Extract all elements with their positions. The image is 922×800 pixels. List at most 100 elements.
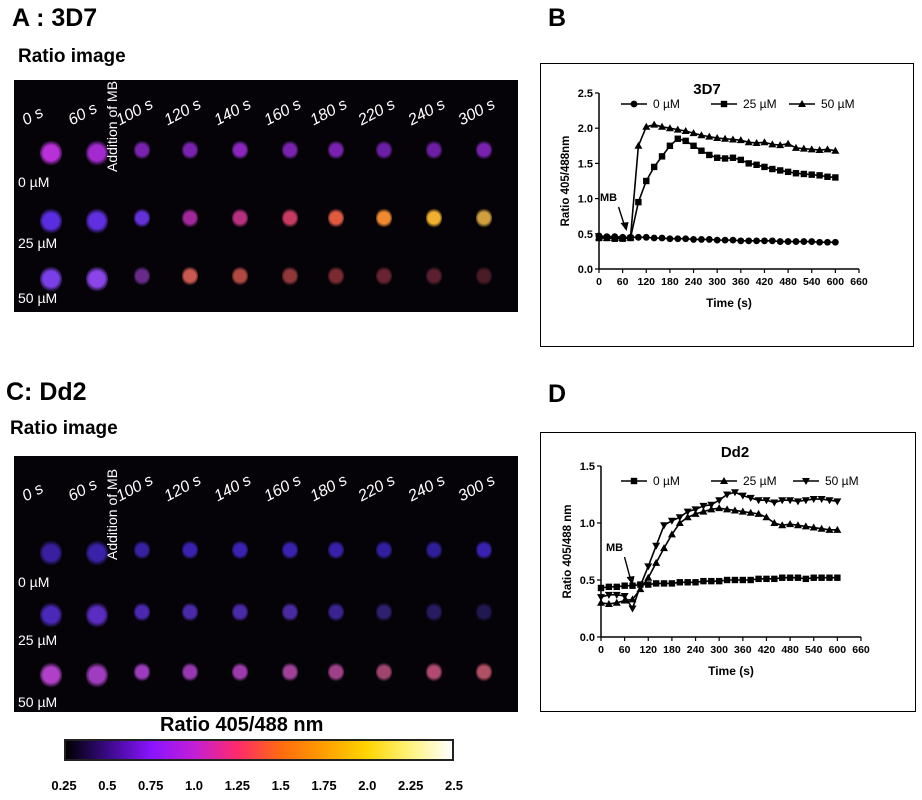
colorbar-tick: 0.25 <box>51 778 77 793</box>
mb-annotation: MB <box>606 542 623 554</box>
data-point <box>809 523 818 531</box>
data-point <box>737 156 745 164</box>
cell-image <box>328 266 344 286</box>
x-tick-label: 660 <box>850 276 868 288</box>
data-point <box>747 576 754 584</box>
data-point <box>675 519 684 526</box>
x-tick-label: 600 <box>827 276 845 288</box>
cell-image <box>282 266 298 286</box>
colorbar-tick: 2.5 <box>444 778 464 793</box>
cell-image <box>328 208 344 228</box>
data-point <box>698 236 705 243</box>
cell-image <box>86 662 108 688</box>
cell-image <box>134 208 150 228</box>
data-point <box>697 131 706 139</box>
data-point <box>660 544 669 552</box>
data-point <box>770 519 779 526</box>
cell-image <box>40 208 62 234</box>
data-point <box>801 497 810 505</box>
x-tick-label: 120 <box>640 644 658 656</box>
time-label: 220 s <box>355 471 399 506</box>
data-point <box>604 599 613 607</box>
cell-image <box>134 602 150 622</box>
data-point <box>824 238 831 246</box>
data-point <box>652 558 661 566</box>
data-point <box>690 236 697 243</box>
data-point <box>831 146 840 154</box>
data-point <box>802 575 810 583</box>
cell-image <box>86 266 108 292</box>
panel-a-subtitle: Ratio image <box>18 46 126 67</box>
x-tick-label: 300 <box>710 644 728 656</box>
data-point <box>808 171 815 178</box>
concentration-label: 50 µM <box>18 290 58 306</box>
panel-c-subtitle: Ratio image <box>10 418 118 439</box>
colorbar-tick: 1.25 <box>224 778 250 793</box>
data-point <box>674 135 681 142</box>
data-point <box>644 573 653 581</box>
data-point <box>779 574 786 581</box>
cell-image <box>182 266 198 286</box>
time-label: 60 s <box>65 475 101 506</box>
data-point <box>793 521 802 529</box>
colorbar-tick: 1.5 <box>271 778 290 793</box>
cell-image <box>476 602 492 622</box>
data-point <box>658 153 666 160</box>
data-point <box>692 579 699 586</box>
x-tick-label: 0 <box>598 644 604 656</box>
data-point <box>691 506 700 514</box>
time-label: 160 s <box>261 471 305 506</box>
y-tick-label: 0.5 <box>578 229 593 241</box>
data-point <box>808 238 816 245</box>
data-point <box>713 154 721 161</box>
data-point <box>777 167 784 174</box>
data-point <box>604 591 613 599</box>
time-label: 300 s <box>455 471 499 506</box>
x-tick-label: 360 <box>734 644 752 656</box>
data-point <box>682 137 689 145</box>
cell-image <box>40 602 62 628</box>
data-point <box>730 506 739 514</box>
data-point <box>618 234 627 242</box>
time-label: 60 s <box>65 99 101 130</box>
x-tick-label: 660 <box>852 644 870 656</box>
data-point <box>817 524 826 532</box>
data-point <box>708 577 715 585</box>
colorbar-ticks: 0.25 0.5 0.75 1.0 1.25 1.5 1.75 2.0 2.25 2.5 <box>51 778 463 796</box>
data-point <box>700 577 707 585</box>
data-point <box>809 496 818 504</box>
chart-title: 3D7 <box>693 81 721 98</box>
data-point <box>699 502 708 510</box>
data-point <box>699 507 708 515</box>
cell-image <box>282 540 298 560</box>
cell-image <box>282 140 298 160</box>
y-axis-label: Ratio 405/488nm <box>560 136 572 227</box>
data-point <box>634 141 643 149</box>
time-label: 240 s <box>405 471 449 506</box>
data-point <box>706 151 713 159</box>
colorbar-tick: 0.5 <box>98 778 117 793</box>
data-point <box>752 138 761 146</box>
cell-image <box>426 140 442 160</box>
x-axis-label: Time (s) <box>706 296 752 310</box>
x-tick-label: 420 <box>756 276 774 288</box>
data-point <box>730 489 739 497</box>
cell-image <box>328 140 344 160</box>
x-tick-label: 600 <box>829 644 847 656</box>
data-point <box>595 233 603 241</box>
data-point <box>707 505 716 513</box>
chart-dd2-svg: 0.0 0.5 1.0 1.5 0 60 120 180 240 300 360 420 480 540 6… <box>562 444 870 678</box>
data-point <box>645 581 652 588</box>
time-label: 180 s <box>307 471 351 506</box>
data-point <box>652 580 660 587</box>
y-axis-label: Ratio 405/488 nm <box>562 505 574 599</box>
data-point <box>778 497 787 505</box>
data-point <box>769 165 776 173</box>
colorbar-tick: 1.75 <box>311 778 337 793</box>
cell-image <box>476 540 492 560</box>
data-point <box>771 575 778 583</box>
data-point <box>729 154 737 161</box>
data-point <box>690 142 697 149</box>
x-tick-label: 60 <box>617 276 629 288</box>
concentration-label: 50 µM <box>18 694 58 710</box>
